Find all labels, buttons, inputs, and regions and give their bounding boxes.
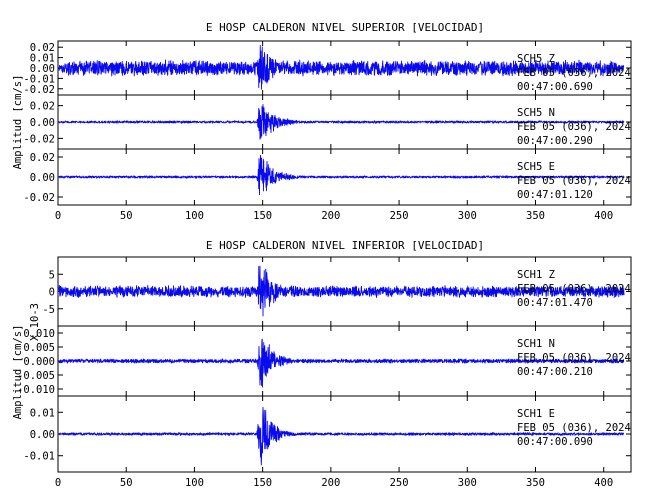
x-tick-label: 350 <box>526 477 545 489</box>
x-tick-label: 0 <box>55 210 61 222</box>
y-axis-label-superior: Amplitud [cm/s] <box>12 75 24 170</box>
x-tick-label: 0 <box>55 477 61 489</box>
x-tick-label: 150 <box>253 210 272 222</box>
trace-info-label-sch5-e: 00:47:01.120 <box>517 189 593 201</box>
x-tick-label: 100 <box>185 477 204 489</box>
y-tick-label-sch1-e: -0.01 <box>23 451 55 463</box>
y-tick-label-sch5-z: -0.02 <box>23 84 55 96</box>
y-tick-label-sch1-z: 0 <box>49 287 55 299</box>
x-tick-label: 50 <box>120 477 133 489</box>
y-tick-label-sch5-n: -0.02 <box>23 133 55 145</box>
x-tick-label: 300 <box>458 210 477 222</box>
x-tick-label: 150 <box>253 477 272 489</box>
x-tick-label: 400 <box>594 210 613 222</box>
waveform-trace-sch1-n <box>58 338 625 388</box>
chart-title-inferior: E HOSP CALDERON NIVEL INFERIOR [VELOCIDA… <box>206 239 484 252</box>
trace-info-label-sch5-z: SCH5 Z <box>517 53 555 65</box>
waveform-trace-sch1-z <box>58 265 625 317</box>
x-tick-label: 250 <box>390 210 409 222</box>
y-tick-label-sch1-n: 0.010 <box>23 328 55 340</box>
waveform-trace-sch1-e <box>58 406 625 466</box>
x-tick-label: 350 <box>526 210 545 222</box>
x-tick-label: 250 <box>390 477 409 489</box>
trace-info-label-sch1-n: 00:47:00.210 <box>517 366 593 378</box>
trace-info-label-sch5-e: FEB 05 (036), 2024 <box>517 175 631 187</box>
y-tick-label-sch5-z: 0.02 <box>30 42 55 54</box>
y-tick-label-sch5-e: 0.00 <box>30 172 55 184</box>
y-tick-label-sch1-n: 0.005 <box>23 342 55 354</box>
y-tick-label-sch5-n: 0.02 <box>30 101 55 113</box>
y-tick-label-sch1-n: -0.005 <box>17 370 55 382</box>
chart-title-superior: E HOSP CALDERON NIVEL SUPERIOR [VELOCIDA… <box>206 21 484 34</box>
waveform-trace-sch5-n <box>58 104 625 140</box>
y-tick-label-sch5-e: 0.02 <box>30 152 55 164</box>
y-tick-label-sch5-z: -0.01 <box>23 73 55 85</box>
y-tick-label-sch1-e: 0.01 <box>30 407 55 419</box>
trace-info-label-sch5-n: 00:47:00.290 <box>517 135 593 147</box>
trace-info-label-sch5-z: 00:47:00.690 <box>517 81 593 93</box>
x-tick-label: 100 <box>185 210 204 222</box>
y-tick-label-sch5-e: -0.02 <box>23 192 55 204</box>
trace-info-label-sch1-e: SCH1 E <box>517 408 555 420</box>
x-tick-label: 50 <box>120 210 133 222</box>
trace-info-label-sch1-n: FEB 05 (036), 2024 <box>517 352 631 364</box>
y-tick-label-sch1-e: 0.00 <box>30 429 55 441</box>
y-tick-label-sch1-z: -5 <box>42 304 55 316</box>
trace-info-label-sch1-e: FEB 05 (036), 2024 <box>517 422 631 434</box>
trace-info-label-sch5-n: SCH5 N <box>517 107 555 119</box>
trace-info-label-sch1-e: 00:47:00.090 <box>517 436 593 448</box>
y-tick-label-sch5-z: 0.01 <box>30 53 55 65</box>
x-tick-label: 300 <box>458 477 477 489</box>
y-tick-label-sch1-z: 5 <box>49 269 55 281</box>
y-tick-label-sch1-n: -0.010 <box>17 384 55 396</box>
y-tick-label-sch5-z: 0.00 <box>30 63 55 75</box>
trace-info-label-sch5-z: FEB 05 (036), 2024 <box>517 67 631 79</box>
trace-info-label-sch1-z: SCH1 Z <box>517 269 555 281</box>
y-tick-label-sch1-n: 0.000 <box>23 356 55 368</box>
y-axis-label-inferior: Amplitud [cm/s] <box>12 325 24 420</box>
trace-info-label-sch1-z: FEB 05 (036), 2024 <box>517 283 631 295</box>
waveform-trace-sch5-z <box>58 44 625 90</box>
x-tick-label: 200 <box>321 210 340 222</box>
x-tick-label: 200 <box>321 477 340 489</box>
trace-info-label-sch1-z: 00:47:01.470 <box>517 297 593 309</box>
y-axis-scale-label: X 10-3 <box>29 303 41 341</box>
y-tick-label-sch5-n: 0.00 <box>30 117 55 129</box>
waveform-trace-sch5-e <box>58 154 625 196</box>
trace-info-label-sch1-n: SCH1 N <box>517 338 555 350</box>
trace-info-label-sch5-e: SCH5 E <box>517 161 555 173</box>
trace-info-label-sch5-n: FEB 05 (036), 2024 <box>517 121 631 133</box>
x-tick-label: 400 <box>594 477 613 489</box>
